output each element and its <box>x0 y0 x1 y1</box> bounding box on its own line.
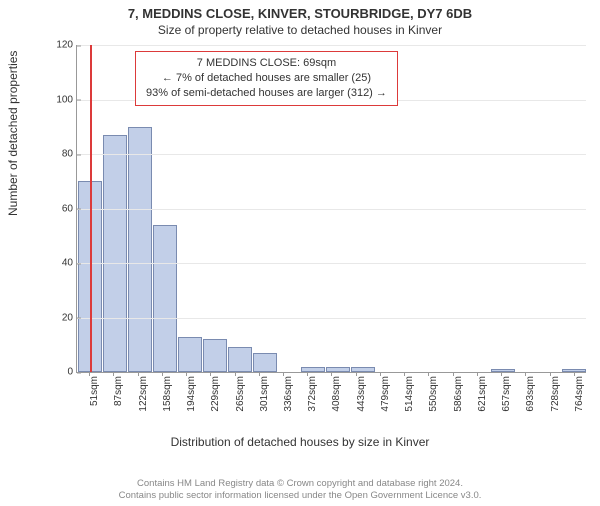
x-tick-label: 122sqm <box>138 376 149 412</box>
bar <box>128 127 152 372</box>
x-tick-label: 301sqm <box>259 376 270 412</box>
x-tick-label: 514sqm <box>404 376 415 412</box>
x-tick-label: 87sqm <box>113 376 124 406</box>
reference-line <box>90 45 92 372</box>
y-axis-label: Number of detached properties <box>6 51 20 216</box>
chart-container: 51sqm87sqm122sqm158sqm194sqm229sqm265sqm… <box>48 45 590 395</box>
grid-line <box>77 318 586 319</box>
x-tick-label: 158sqm <box>162 376 173 412</box>
bar <box>103 135 127 372</box>
footer-line-1: Contains HM Land Registry data © Crown c… <box>0 478 600 490</box>
x-tick-label: 408sqm <box>331 376 342 412</box>
x-tick-label: 479sqm <box>380 376 391 412</box>
page-title: 7, MEDDINS CLOSE, KINVER, STOURBRIDGE, D… <box>0 6 600 21</box>
bar <box>203 339 227 372</box>
bar <box>351 367 375 372</box>
grid-line <box>77 45 586 46</box>
x-tick-label: 764sqm <box>574 376 585 412</box>
bar <box>153 225 177 372</box>
annotation-line: 7 MEDDINS CLOSE: 69sqm <box>146 56 387 71</box>
x-axis-label: Distribution of detached houses by size … <box>0 435 600 449</box>
x-tick-label: 657sqm <box>501 376 512 412</box>
bar <box>228 347 252 372</box>
x-tick-label: 51sqm <box>89 376 100 406</box>
x-tick-label: 265sqm <box>235 376 246 412</box>
x-tick-label: 550sqm <box>428 376 439 412</box>
grid-line <box>77 154 586 155</box>
bar <box>253 353 277 372</box>
annotation-line: 93% of semi-detached houses are larger (… <box>146 86 387 101</box>
page-subtitle: Size of property relative to detached ho… <box>0 23 600 37</box>
bar <box>491 369 515 372</box>
x-tick-label: 336sqm <box>283 376 294 412</box>
x-tick-label: 693sqm <box>525 376 536 412</box>
y-tick-label: 80 <box>62 149 77 160</box>
grid-line <box>77 263 586 264</box>
bar <box>178 337 202 372</box>
y-tick-label: 40 <box>62 258 77 269</box>
bar <box>301 367 325 372</box>
footer-line-2: Contains public sector information licen… <box>0 490 600 502</box>
y-tick-label: 100 <box>56 94 77 105</box>
x-tick-label: 443sqm <box>356 376 367 412</box>
y-tick-label: 0 <box>67 367 77 378</box>
x-tick-label: 621sqm <box>477 376 488 412</box>
y-tick-label: 120 <box>56 40 77 51</box>
grid-line <box>77 209 586 210</box>
x-tick-label: 372sqm <box>307 376 318 412</box>
x-tick-label: 194sqm <box>186 376 197 412</box>
annotation-box: 7 MEDDINS CLOSE: 69sqm← 7% of detached h… <box>135 51 398 106</box>
footer: Contains HM Land Registry data © Crown c… <box>0 478 600 502</box>
annotation-line: ← 7% of detached houses are smaller (25) <box>146 71 387 86</box>
y-tick-label: 20 <box>62 312 77 323</box>
x-tick-label: 586sqm <box>453 376 464 412</box>
bar <box>326 367 350 372</box>
y-tick-label: 60 <box>62 203 77 214</box>
x-tick-label: 229sqm <box>210 376 221 412</box>
plot-area: 51sqm87sqm122sqm158sqm194sqm229sqm265sqm… <box>76 45 586 373</box>
x-tick-label: 728sqm <box>550 376 561 412</box>
